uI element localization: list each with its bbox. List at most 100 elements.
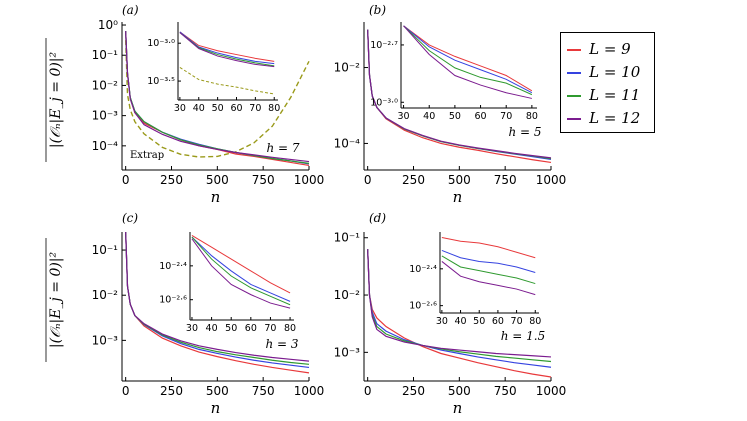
x-axis-label: n (453, 188, 463, 206)
inset-series-line (441, 237, 536, 259)
inset-y-tick-label: 10⁻²·⁷ (370, 40, 398, 51)
x-axis-label: n (211, 399, 221, 417)
inset-x-tick-label: 40 (423, 111, 435, 122)
series-line (367, 249, 552, 358)
x-axis-label: n (211, 188, 221, 206)
h-annotation: h = 1.5 (501, 329, 546, 343)
legend-row: L = 9 (567, 39, 631, 58)
legend-label-l9: L = 9 (589, 40, 631, 58)
y-tick-label: 10⁻² (92, 78, 119, 92)
panel-2: 0 250 500 750 1000 10⁻¹ 10⁻² 10⁻³ n (c) h = 3 30 40 5… (92, 211, 325, 417)
inset: 30 40 50 60 70 80 10⁻²·⁷ 10⁻³·⁰ (370, 22, 538, 122)
h-annotation: h = 5 (508, 125, 541, 139)
inset-x-tick-label: 80 (268, 103, 280, 114)
panel-label: (d) (369, 211, 386, 225)
x-tick-label: 750 (252, 173, 275, 187)
inset-series-line (441, 261, 536, 296)
inset-x-tick-label: 50 (473, 316, 485, 327)
inset-x-tick-label: 30 (174, 103, 186, 114)
y-axis-label: |(𝒪ₙ|E_j = 0)|² (48, 251, 64, 348)
x-tick-label: 750 (494, 173, 517, 187)
legend-row: L = 12 (567, 108, 640, 127)
x-tick-label: 1000 (294, 173, 325, 187)
inset-y-tick-label: 10⁻³·⁰ (370, 97, 398, 108)
inset-x-tick-label: 70 (249, 103, 261, 114)
y-tick-label: 10⁻² (334, 61, 361, 75)
x-tick-label: 250 (160, 384, 183, 398)
inset-series-line (191, 236, 291, 306)
inset-series-line (403, 25, 533, 92)
series-line (125, 231, 310, 362)
inset-x-tick-label: 30 (436, 316, 448, 327)
inset-x-tick-label: 80 (284, 323, 296, 334)
inset-y-tick-label: 10⁻²·⁶ (409, 301, 437, 312)
inset-bg (190, 232, 294, 320)
legend-label-l10: L = 10 (589, 63, 641, 81)
x-axis-label: n (453, 399, 463, 417)
inset-series-line (403, 25, 532, 99)
inset-series-line (191, 236, 291, 302)
inset-x-tick-label: 40 (193, 103, 205, 114)
inset: 30 40 50 60 70 80 10⁻²·⁴ 10⁻²·⁶ (159, 232, 296, 334)
x-tick-label: 0 (122, 173, 130, 187)
y-tick-label: 10⁻³ (92, 109, 119, 123)
h-annotation: h = 7 (266, 141, 299, 155)
legend: L = 9 L = 10 L = 11 L = 12 (560, 32, 655, 133)
inset-x-tick-label: 50 (212, 103, 224, 114)
x-tick-label: 500 (448, 384, 471, 398)
inset-x-tick-label: 70 (511, 316, 523, 327)
inset: 30 40 50 60 70 80 10⁻³·⁰ 10⁻³·⁵ (147, 22, 280, 114)
x-tick-label: 250 (402, 384, 425, 398)
inset-x-tick-label: 30 (398, 111, 410, 122)
inset-x-tick-label: 80 (526, 111, 538, 122)
inset-x-tick-label: 60 (245, 323, 257, 334)
h-annotation: h = 3 (265, 337, 298, 351)
legend-label-l12: L = 12 (589, 109, 641, 127)
inset: 30 40 50 60 70 80 10⁻²·⁴ 10⁻²·⁶ (409, 232, 541, 327)
series-line (367, 249, 552, 378)
x-tick-label: 0 (364, 173, 372, 187)
x-tick-label: 1000 (536, 173, 567, 187)
inset-x-tick-label: 50 (225, 323, 237, 334)
x-tick-label: 750 (252, 384, 275, 398)
panel-0: 0 250 500 750 1000 10⁰ 10⁻¹ 10⁻² 10⁻³ 10⁻⁴ n (a) h =… (92, 3, 325, 206)
y-tick-label: 10⁻² (92, 288, 119, 302)
inset-series-line (191, 238, 291, 309)
x-tick-label: 1000 (294, 384, 325, 398)
inset-x-tick-label: 60 (475, 111, 487, 122)
legend-swatch-l10 (567, 71, 581, 74)
x-tick-label: 250 (160, 173, 183, 187)
legend-swatch-l11 (567, 94, 581, 97)
x-tick-label: 500 (448, 173, 471, 187)
x-tick-label: 0 (122, 384, 130, 398)
inset-x-tick-label: 60 (230, 103, 242, 114)
panel-label: (c) (122, 211, 138, 225)
inset-x-tick-label: 70 (264, 323, 276, 334)
y-tick-label: 10⁻¹ (92, 243, 119, 257)
inset-x-tick-label: 40 (455, 316, 467, 327)
legend-row: L = 10 (567, 62, 640, 81)
inset-x-tick-label: 60 (492, 316, 504, 327)
legend-row: L = 11 (567, 85, 640, 104)
x-tick-label: 250 (402, 173, 425, 187)
x-tick-label: 750 (494, 384, 517, 398)
y-tick-label: 10⁻⁴ (334, 136, 361, 150)
inset-series-line (179, 31, 275, 65)
inset-y-tick-label: 10⁻²·⁴ (409, 264, 437, 275)
inset-extrap-line (179, 67, 275, 95)
y-tick-label: 10⁻⁴ (92, 139, 119, 153)
y-tick-label: 10⁻³ (334, 345, 361, 359)
legend-swatch-l12 (567, 117, 581, 120)
inset-series-line (179, 32, 275, 68)
x-tick-label: 500 (206, 384, 229, 398)
panel-label: (b) (369, 3, 386, 17)
inset-series-line (441, 255, 536, 285)
inset-y-tick-label: 10⁻³·⁵ (147, 76, 175, 87)
x-tick-label: 500 (206, 173, 229, 187)
inset-series-line (403, 25, 533, 96)
extrap-label: Extrap (130, 150, 164, 161)
inset-y-tick-label: 10⁻²·⁶ (159, 295, 187, 306)
x-tick-label: 0 (364, 384, 372, 398)
y-tick-label: 10⁰ (98, 18, 118, 32)
